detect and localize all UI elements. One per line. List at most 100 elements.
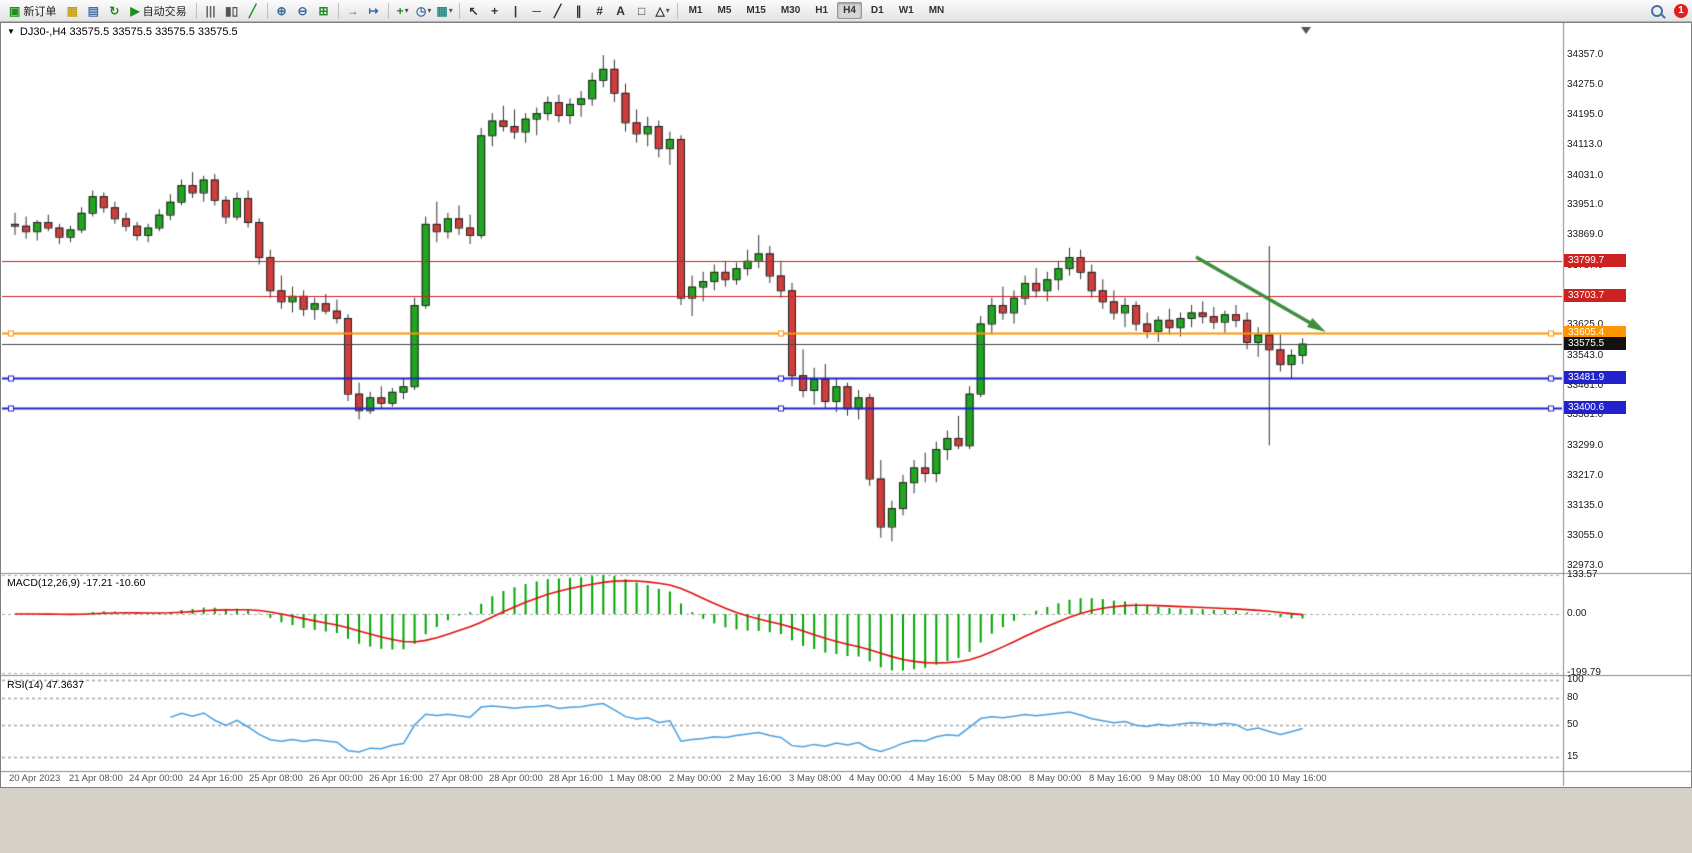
zoom-in-glyph-icon: ⊕	[276, 3, 287, 18]
time-axis-label: 24 Apr 00:00	[129, 773, 183, 784]
time-axis-label: 27 Apr 08:00	[429, 773, 483, 784]
time-axis-label: 21 Apr 08:00	[69, 773, 123, 784]
zoom-in-icon[interactable]: ⊕	[272, 2, 292, 20]
auto-trading-button[interactable]: ▶ 自动交易	[125, 2, 191, 20]
crosshair-icon[interactable]: +	[485, 2, 505, 20]
trendline-icon[interactable]: ╱	[548, 2, 568, 20]
search-icon[interactable]	[1647, 2, 1667, 20]
macd-indicator-label: MACD(12,26,9) -17.21 -10.60	[7, 577, 146, 589]
time-axis-label: 26 Apr 00:00	[309, 773, 363, 784]
timeframe-w1[interactable]: W1	[898, 5, 914, 16]
channel-glyph-icon: ∥	[575, 3, 582, 18]
navigator-icon[interactable]: ↻	[104, 2, 124, 20]
price-axis-label: 34195.0	[1567, 109, 1604, 120]
timeframe-m5[interactable]: M5	[717, 5, 732, 16]
zoom-out-icon[interactable]: ⊖	[293, 2, 313, 20]
horizontal-line-icon[interactable]: ─	[527, 2, 547, 20]
tile-windows-icon[interactable]: ⊞	[314, 2, 334, 20]
time-axis-label: 10 May 16:00	[1269, 773, 1327, 784]
price-line-tag: 33400.6	[1564, 401, 1626, 414]
bar-chart-icon[interactable]: |||	[201, 2, 221, 20]
templates-icon[interactable]: ▦ ▾	[435, 2, 455, 20]
chart-shift-icon[interactable]: ↦	[364, 2, 384, 20]
one-click-toggle-icon[interactable]: ▼	[7, 27, 15, 36]
line-chart-icon[interactable]: ╱	[243, 2, 263, 20]
rsi-axis-label: 80	[1567, 692, 1579, 703]
time-axis-label: 9 May 08:00	[1149, 773, 1202, 784]
candle-chart-icon[interactable]: ▮▯	[222, 2, 242, 20]
bar-chart-glyph-icon: |||	[205, 3, 216, 18]
auto-scroll-glyph-icon: →	[346, 3, 359, 18]
rsi-axis-label: 50	[1567, 719, 1579, 730]
price-axis-label: 33299.0	[1567, 440, 1604, 451]
time-axis-label: 4 May 16:00	[909, 773, 962, 784]
timeframe-mn[interactable]: MN	[928, 5, 945, 16]
shapes-icon[interactable]: △ ▾	[653, 2, 673, 20]
price-line-tag: 33799.7	[1564, 254, 1626, 267]
timeframe-m15[interactable]: M15	[746, 5, 766, 16]
price-axis-label: 34031.0	[1567, 170, 1604, 181]
vertical-line-glyph-icon: |	[513, 3, 518, 18]
text-tool-glyph-icon: A	[616, 3, 625, 18]
symbol-ohlc-text: DJ30-,H4 33575.5 33575.5 33575.5 33575.5	[19, 26, 238, 38]
rsi-indicator-label: RSI(14) 47.3637	[7, 679, 85, 691]
notification-badge[interactable]: 1	[1674, 3, 1688, 18]
fibonacci-glyph-icon: #	[596, 3, 603, 18]
toolbar-separator	[266, 2, 268, 19]
price-axis-label: 34357.0	[1567, 49, 1604, 60]
price-axis-label: 33869.0	[1567, 229, 1604, 240]
price-axis-label: 33135.0	[1567, 500, 1604, 511]
timeframe-d1[interactable]: D1	[870, 5, 884, 16]
label-tool-icon[interactable]: □	[632, 2, 652, 20]
rsi-axis-label: 100	[1567, 674, 1584, 685]
profiles-icon[interactable]: ▦	[62, 2, 82, 20]
price-axis-label: 33625.0	[1567, 319, 1604, 330]
new-order-button[interactable]: ▣ 新订单	[4, 2, 61, 20]
time-axis-label: 1 May 08:00	[609, 773, 662, 784]
shapes-glyph-icon: △	[655, 3, 665, 18]
toolbar-separator	[195, 2, 197, 19]
price-axis-label: 33055.0	[1567, 530, 1604, 541]
cursor-glyph-icon: ↖	[468, 3, 479, 18]
timeframe-h1[interactable]: H1	[815, 5, 829, 16]
dropdown-caret-icon: ▾	[448, 6, 453, 15]
toolbar-separator	[337, 2, 339, 19]
price-line-tag: 33481.9	[1564, 371, 1626, 384]
new-order-glyph-icon: ▣	[9, 3, 21, 18]
horizontal-line-glyph-icon: ─	[532, 3, 541, 18]
timeframe-h4[interactable]: H4	[837, 2, 862, 19]
time-axis-label: 25 Apr 08:00	[249, 773, 303, 784]
periods-glyph-icon: ◷	[415, 3, 427, 18]
trendline-glyph-icon: ╱	[553, 3, 562, 18]
time-axis-label: 8 May 16:00	[1089, 773, 1142, 784]
channel-icon[interactable]: ∥	[569, 2, 589, 20]
toolbar-separator	[676, 2, 678, 19]
price-chart-canvas[interactable]	[1, 23, 1691, 787]
templates-glyph-icon: ▦	[436, 3, 448, 18]
auto-trading-glyph-icon: ▶	[130, 3, 140, 18]
new-order-label: 新订单	[23, 5, 57, 18]
indicators-icon[interactable]: + ▾	[393, 2, 413, 20]
auto-scroll-icon[interactable]: →	[343, 2, 363, 20]
timeframe-m1[interactable]: M1	[688, 5, 703, 16]
tile-windows-glyph-icon: ⊞	[318, 3, 329, 18]
vertical-line-icon[interactable]: |	[506, 2, 526, 20]
macd-axis-label: 0.00	[1567, 608, 1587, 619]
line-chart-glyph-icon: ╱	[248, 3, 257, 18]
price-axis-label: 33461.0	[1567, 380, 1604, 391]
text-tool-icon[interactable]: A	[611, 2, 631, 20]
time-axis-label: 2 May 16:00	[729, 773, 782, 784]
market-watch-icon[interactable]: ▤	[83, 2, 103, 20]
profiles-glyph-icon: ▦	[66, 3, 79, 18]
market-watch-glyph-icon: ▤	[87, 3, 100, 18]
time-axis-label: 20 Apr 2023	[9, 773, 61, 784]
zoom-out-glyph-icon: ⊖	[297, 3, 308, 18]
timeframe-m30[interactable]: M30	[780, 5, 801, 16]
time-axis-label: 2 May 00:00	[669, 773, 722, 784]
cursor-icon[interactable]: ↖	[464, 2, 484, 20]
time-axis-label: 28 Apr 00:00	[489, 773, 543, 784]
periods-icon[interactable]: ◷ ▾	[414, 2, 434, 20]
navigator-glyph-icon: ↻	[109, 3, 120, 18]
fibonacci-icon[interactable]: #	[590, 2, 610, 20]
price-axis-label: 33951.0	[1567, 199, 1604, 210]
